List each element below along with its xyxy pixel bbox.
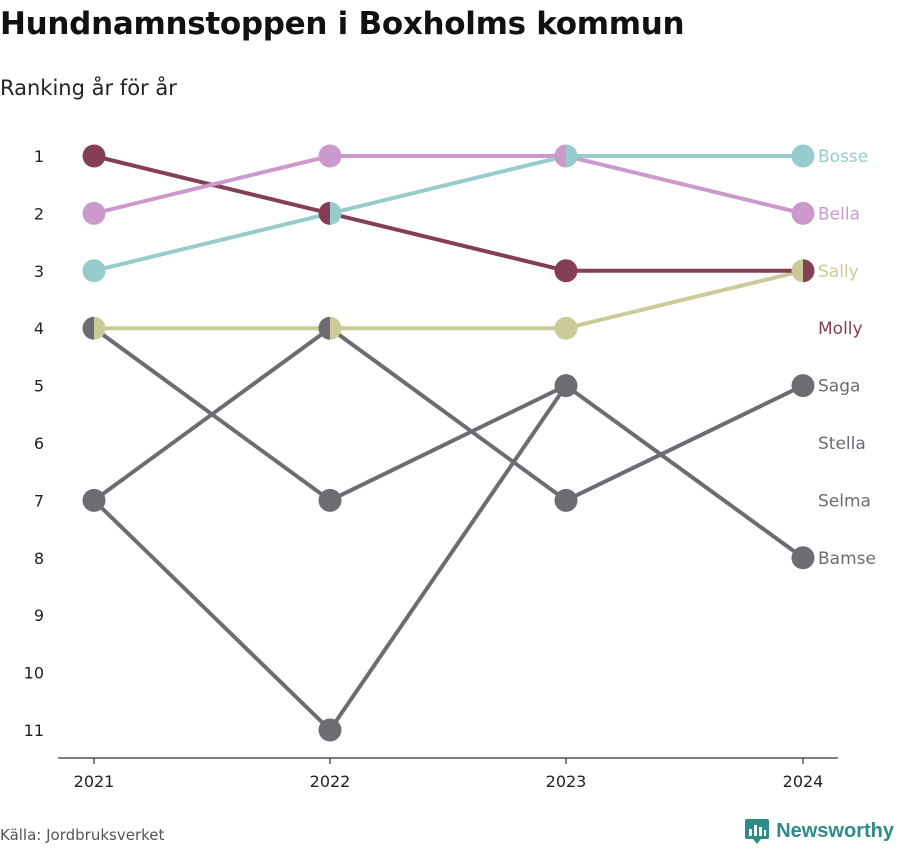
series-point-molly — [554, 259, 578, 283]
series-point-bosse — [791, 144, 815, 168]
series-point-stella — [554, 374, 578, 398]
series-point-bosse — [566, 144, 578, 168]
chart-title: Hundnamnstoppen i Boxholms kommun — [0, 6, 685, 42]
y-tick-label: 6 — [34, 434, 44, 453]
source-note: Källa: Jordbruksverket — [0, 826, 165, 844]
series-point-selma — [318, 718, 342, 742]
y-tick-label: 5 — [34, 377, 44, 396]
x-tick-label: 2022 — [310, 772, 351, 791]
series-point-bosse — [82, 259, 106, 283]
chart-subtitle: Ranking år för år — [0, 76, 177, 100]
series-point-sally — [554, 316, 578, 340]
series-point-stella — [318, 488, 342, 512]
series-line-molly — [92, 154, 805, 273]
series-point-stella — [82, 316, 94, 340]
series-label-selma: Selma — [818, 491, 871, 511]
series-labels: Saga Stella Selma Bamse Sally Molly Bella Bosse — [818, 147, 876, 569]
series-label-bamse: Bamse — [818, 549, 876, 569]
series-line-bella — [92, 154, 805, 216]
y-tick-label: 11 — [24, 721, 44, 740]
y-tick-label: 8 — [34, 549, 44, 568]
series-label-saga: Saga — [818, 377, 860, 397]
series-point-bamse — [791, 546, 815, 570]
x-tick-label: 2023 — [546, 772, 587, 791]
series-line-stella — [92, 326, 568, 503]
series-point-bella — [82, 201, 106, 225]
y-tick-label: 1 — [34, 147, 44, 166]
series-line-bosse — [92, 154, 805, 273]
series-point-sally — [330, 316, 342, 340]
series-line-bamse — [564, 383, 805, 560]
x-tick-label: 2021 — [74, 772, 115, 791]
newsworthy-logo-icon — [745, 819, 770, 844]
brand-logo: Newsworthy — [744, 818, 894, 844]
series-point-saga — [82, 488, 106, 512]
series-line-sally — [92, 268, 805, 331]
axes: 2021 2022 2023 2024 1 2 3 4 5 6 7 8 9 10 11 — [24, 147, 838, 791]
series-point-sally — [94, 316, 106, 340]
series-point-bella — [318, 144, 342, 168]
series-label-bosse: Bosse — [818, 147, 868, 167]
series-point-molly — [318, 201, 330, 225]
brand-name: Newsworthy — [776, 819, 894, 842]
series-lines — [92, 154, 805, 732]
series-line-saga — [92, 326, 805, 503]
x-tick-label: 2024 — [783, 772, 824, 791]
y-tick-label: 4 — [34, 319, 44, 338]
series-point-bella — [554, 144, 566, 168]
series-point-saga — [318, 316, 330, 340]
series-line-selma — [92, 383, 568, 732]
series-label-sally: Sally — [818, 262, 859, 282]
series-point-molly — [82, 144, 106, 168]
series-point-sally — [791, 259, 803, 283]
y-tick-label: 10 — [24, 664, 44, 683]
y-tick-label: 7 — [34, 491, 44, 510]
series-point-bosse — [330, 201, 342, 225]
series-point-saga — [791, 374, 815, 398]
series-points — [82, 144, 815, 742]
series-point-molly — [803, 259, 815, 283]
y-tick-label: 9 — [34, 606, 44, 625]
y-tick-label: 3 — [34, 262, 44, 281]
series-label-stella: Stella — [818, 434, 866, 454]
series-point-saga — [554, 488, 578, 512]
y-tick-label: 2 — [34, 204, 44, 223]
series-label-bella: Bella — [818, 204, 860, 224]
series-point-bella — [791, 201, 815, 225]
series-label-molly: Molly — [818, 319, 863, 339]
